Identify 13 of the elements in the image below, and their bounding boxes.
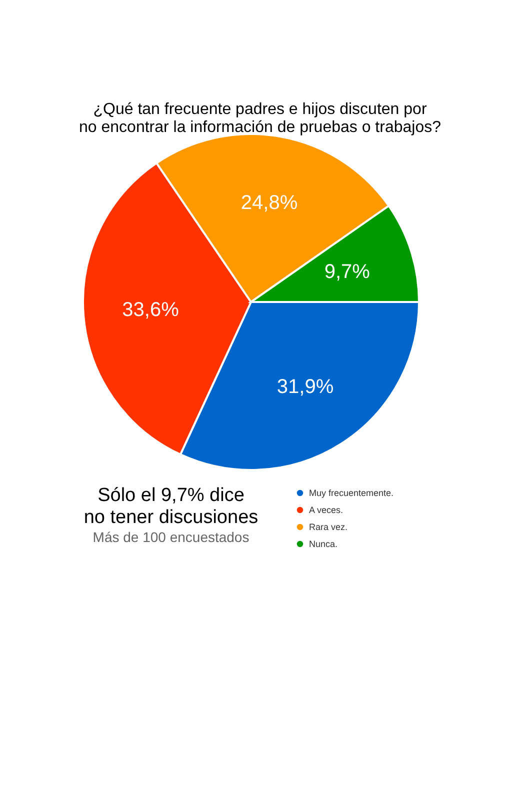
text: Más de 100 encuestados xyxy=(92,529,250,545)
legend-label: Muy frecuentemente. xyxy=(309,488,394,498)
data-label: 31,9% xyxy=(276,376,334,398)
legend-label: A veces. xyxy=(309,505,344,515)
text: no tener discusiones xyxy=(84,507,258,528)
legend-label: Rara vez. xyxy=(309,522,348,532)
text: no encontrar la información de pruebas o trabajos? xyxy=(79,119,441,136)
legend-label: Nunca. xyxy=(309,539,338,549)
data-label: 33,6% xyxy=(122,299,180,322)
data-label: 24,8% xyxy=(240,192,298,214)
data-label: 9,7% xyxy=(324,260,370,283)
text: ¿Qué tan frecuente padres e hijos discuten por xyxy=(93,101,427,118)
text: Sólo el 9,7% dice xyxy=(98,485,244,506)
